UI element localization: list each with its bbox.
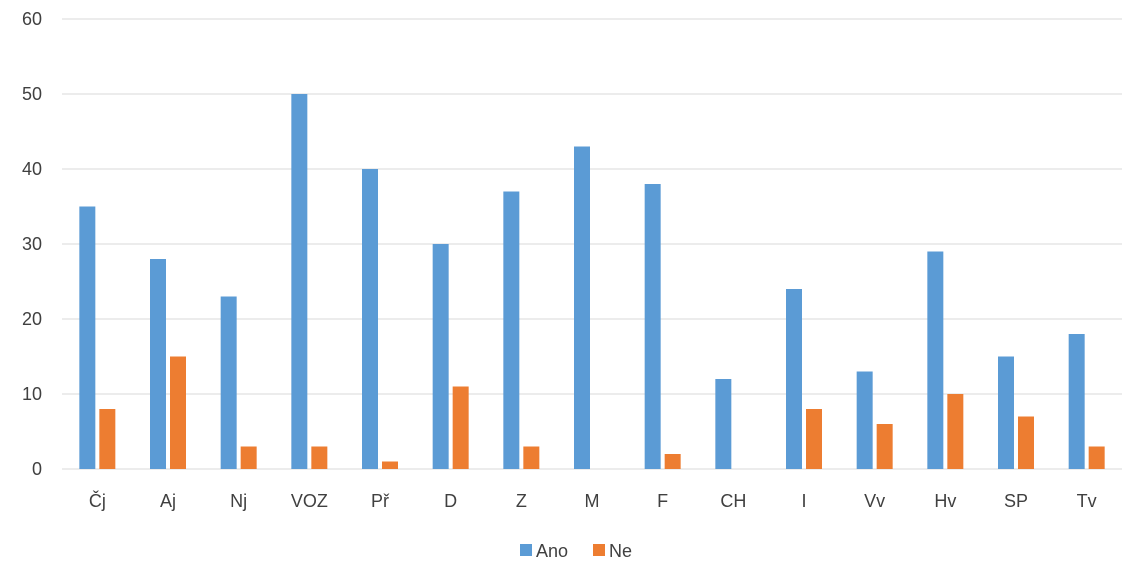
bar-ano-14 <box>1068 334 1085 469</box>
bar-ano-0 <box>79 206 96 469</box>
bar-ne-1 <box>170 356 186 469</box>
legend-swatch-ano <box>520 544 532 556</box>
bar-ano-6 <box>503 191 520 469</box>
bar-ne-3 <box>311 446 328 469</box>
legend-swatch-ne <box>593 544 605 556</box>
y-axis-tick-labels: 0 10 20 30 40 50 60 <box>22 9 42 479</box>
y-tick-label: 10 <box>22 384 42 404</box>
bar-ano-7 <box>574 146 590 469</box>
bar-ne-0 <box>99 409 116 469</box>
bar-ano-9 <box>715 379 732 469</box>
y-tick-label: 0 <box>32 459 42 479</box>
bar-ano-2 <box>220 296 237 469</box>
bar-ano-8 <box>644 184 661 469</box>
gridlines <box>62 18 1122 470</box>
bar-ano-4 <box>362 169 378 469</box>
legend-label-ne: Ne <box>609 541 632 561</box>
bar-ne-5 <box>452 386 469 469</box>
y-tick-label: 40 <box>22 159 42 179</box>
y-tick-label: 20 <box>22 309 42 329</box>
x-tick-label: Z <box>516 491 527 511</box>
legend-label-ano: Ano <box>536 541 568 561</box>
x-tick-label: Př <box>371 491 390 511</box>
x-axis-tick-labels: Čj Aj Nj VOZ Př D Z M F CH I Vv Hv SP Tv <box>89 490 1097 511</box>
bar-ano-3 <box>291 94 308 469</box>
x-tick-label: I <box>801 491 806 511</box>
bar-ne-12 <box>947 394 964 469</box>
x-tick-label: Čj <box>89 490 106 511</box>
legend: Ano Ne <box>520 541 632 561</box>
bar-ano-5 <box>432 244 449 469</box>
x-tick-label: Nj <box>230 491 247 511</box>
x-tick-label: Hv <box>934 491 956 511</box>
y-tick-label: 30 <box>22 234 42 254</box>
x-tick-label: F <box>657 491 668 511</box>
x-tick-label: Aj <box>160 491 176 511</box>
bar-ne-14 <box>1088 446 1105 469</box>
bar-ne-2 <box>240 446 257 469</box>
bar-ne-8 <box>664 454 681 469</box>
x-tick-label: VOZ <box>291 491 328 511</box>
x-tick-label: M <box>585 491 600 511</box>
x-tick-label: Tv <box>1077 491 1097 511</box>
bar-ano-12 <box>927 251 944 469</box>
bar-ne-4 <box>382 461 398 469</box>
y-tick-label: 60 <box>22 9 42 29</box>
bar-ano-13 <box>998 356 1014 469</box>
x-tick-label: CH <box>720 491 746 511</box>
bars <box>79 94 1105 469</box>
bar-ano-11 <box>856 371 873 469</box>
bar-ne-13 <box>1018 416 1034 469</box>
bar-ne-6 <box>523 446 540 469</box>
bar-ne-10 <box>806 409 822 469</box>
x-tick-label: D <box>444 491 457 511</box>
bar-ano-1 <box>150 259 166 469</box>
bar-ne-11 <box>876 424 893 469</box>
x-tick-label: Vv <box>864 491 885 511</box>
bar-ano-10 <box>786 289 802 469</box>
x-tick-label: SP <box>1004 491 1028 511</box>
y-tick-label: 50 <box>22 84 42 104</box>
